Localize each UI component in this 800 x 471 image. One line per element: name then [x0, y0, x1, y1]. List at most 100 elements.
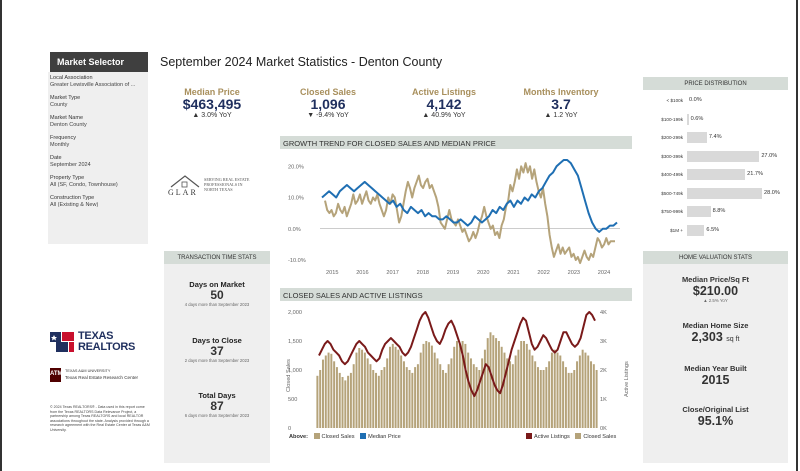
closed-sales-bar [341, 377, 344, 428]
selector-field[interactable]: Market Type County [50, 95, 148, 109]
closed-sales-bar [542, 370, 545, 428]
bar-y-tick-right: 2K [600, 368, 607, 374]
tam-research-center-logo: ATM TEXAS A&M UNIVERSITY Texas Real Esta… [50, 368, 160, 384]
closed-sales-bar [497, 341, 500, 428]
market-selector-panel: Local Association Greater Lewisville Asso… [48, 72, 148, 244]
closed-sales-bar [361, 349, 364, 428]
closed-sales-bar [478, 370, 481, 428]
closed-sales-bar [430, 345, 433, 428]
closed-sales-bar [467, 352, 470, 428]
price-bucket-row: $200-299k 7.4% [643, 132, 788, 143]
closed-sales-bar [581, 349, 584, 428]
trend-y-tick: 20.0% [288, 164, 304, 170]
price-bucket-bar [687, 187, 762, 199]
closed-sales-bar [394, 346, 397, 428]
trend-y-tick: -10.0% [288, 258, 306, 264]
selector-field[interactable]: Frequency Monthly [50, 135, 148, 149]
home-valuation-heading: HOME VALUATION STATS [643, 251, 788, 264]
selector-field-value: Greater Lewisville Association of ... [50, 82, 136, 88]
closed-sales-bar [523, 341, 525, 428]
trend-x-tick: 2022 [537, 270, 549, 276]
legend-median-price-swatch [360, 433, 367, 439]
closed-sales-bar [531, 355, 534, 428]
closed-sales-bar [316, 375, 319, 428]
closed-sales-bar [444, 372, 447, 428]
growth-trend-chart: 20.0% 10.0% 0.0% -10.0% 2015 2016 2017 2018 2019… [288, 159, 620, 276]
selector-field-value: September 2024 [50, 162, 91, 168]
closed-sales-bar [391, 343, 394, 428]
selector-field[interactable]: Construction Type All (Existing & New) [50, 195, 148, 209]
selector-field-value: All (Existing & New) [50, 202, 99, 208]
closed-sales-bar [383, 367, 386, 428]
closed-sales-bar [419, 352, 422, 428]
selector-field-label: Market Type [50, 95, 81, 101]
selector-field[interactable]: Property Type All (SF, Condo, Townhouse) [50, 175, 148, 189]
price-distribution-heading: PRICE DISTRIBUTION [643, 77, 788, 90]
closed-sales-bar [578, 355, 581, 428]
legend-active-listings-swatch [526, 433, 532, 439]
price-bucket-bar [687, 224, 705, 236]
price-bucket-label: $500-749k [661, 190, 683, 196]
selector-field[interactable]: Market Name Denton County [50, 115, 148, 129]
price-bucket-label: $300-399k [661, 153, 683, 159]
closed-sales-bar [405, 367, 408, 428]
transaction-stats-heading: TRANSACTION TIME STATS [164, 251, 270, 264]
closed-sales-bar [327, 352, 330, 428]
closed-sales-bar [408, 370, 411, 428]
selector-field[interactable]: Date September 2024 [50, 155, 148, 169]
closed-sales-bar [517, 349, 520, 428]
selector-field[interactable]: Local Association Greater Lewisville Asso… [50, 75, 148, 89]
closed-sales-bar [319, 370, 322, 428]
bar-y-tick-left: 0 [288, 426, 291, 432]
trend-y-tick: 0.0% [288, 227, 301, 233]
legend-closed-sales-swatch-2 [575, 433, 582, 439]
price-bucket-value: 0.6% [690, 115, 704, 122]
price-bucket-row: $1M + 6.5% [643, 224, 788, 236]
closed-sales-bar [509, 361, 512, 428]
tts-days-to-close: Days to Close 37 2 days more than Septem… [184, 336, 250, 363]
selector-field-label: Local Association [50, 75, 93, 81]
trend-x-tick: 2021 [507, 270, 519, 276]
closed-sales-bar [534, 361, 537, 428]
closed-sales-bar [375, 372, 378, 428]
closed-sales-bar [330, 353, 333, 428]
closed-sales-bar [433, 352, 436, 428]
price-bucket-value: 28.0% [764, 189, 780, 196]
trend-y-tick: 10.0% [288, 196, 304, 202]
closed-sales-bar [570, 372, 573, 428]
closed-sales-bar [481, 358, 484, 428]
closed-sales-bar [495, 338, 498, 428]
selector-field-value: County [50, 102, 68, 108]
bar-y-tick-right: 1K [600, 397, 607, 403]
closed-sales-bar [475, 367, 478, 428]
closed-sales-bar [539, 370, 542, 428]
closed-sales-bar [411, 372, 414, 428]
price-bucket-bar [687, 206, 711, 217]
kpi-median-price: Median Price $463,495 ▲ 3.0% YoY [182, 87, 242, 119]
closed-sales-bar [400, 355, 403, 428]
price-bucket-row: $750-999k 8.8% [643, 206, 788, 217]
closed-sales-bar [344, 380, 347, 428]
bar-y-tick-left: 500 [288, 397, 297, 403]
price-bucket-bar [687, 132, 707, 143]
price-bucket-bar [687, 169, 746, 180]
closed-sales-bar [386, 358, 389, 428]
bar-y-tick-left: 1,000 [288, 368, 302, 374]
bar-ylabel-left: Closed Sales [286, 359, 292, 392]
closed-sales-bar [514, 355, 517, 428]
price-bucket-label: $200-299k [661, 135, 683, 140]
price-bucket-value: 21.7% [747, 171, 763, 177]
closed-sales-bar [447, 364, 450, 428]
kpi-closed-sales: Closed Sales 1,096 ▼ -9.4% YoY [299, 87, 357, 119]
tam-center-label: Texas Real Estate Research Center [65, 375, 139, 380]
closed-sales-bar [333, 361, 336, 428]
bar-y-tick-right: 0K [600, 426, 607, 432]
closed-sales-bar [525, 343, 528, 428]
tam-university-label: TEXAS A&M UNIVERSITY [65, 369, 111, 373]
closed-sales-bar [489, 332, 492, 428]
tts-days-on-market: Days on Market 50 4 days more than Septe… [184, 280, 250, 307]
bar-y-tick-left: 2,000 [288, 310, 302, 316]
home-valuation-panel: Median Price/Sq Ft $210.00 ▲ 2.5% YoY Me… [643, 264, 788, 463]
price-bucket-value: 7.4% [708, 134, 722, 140]
trend-x-tick: 2017 [386, 270, 398, 276]
